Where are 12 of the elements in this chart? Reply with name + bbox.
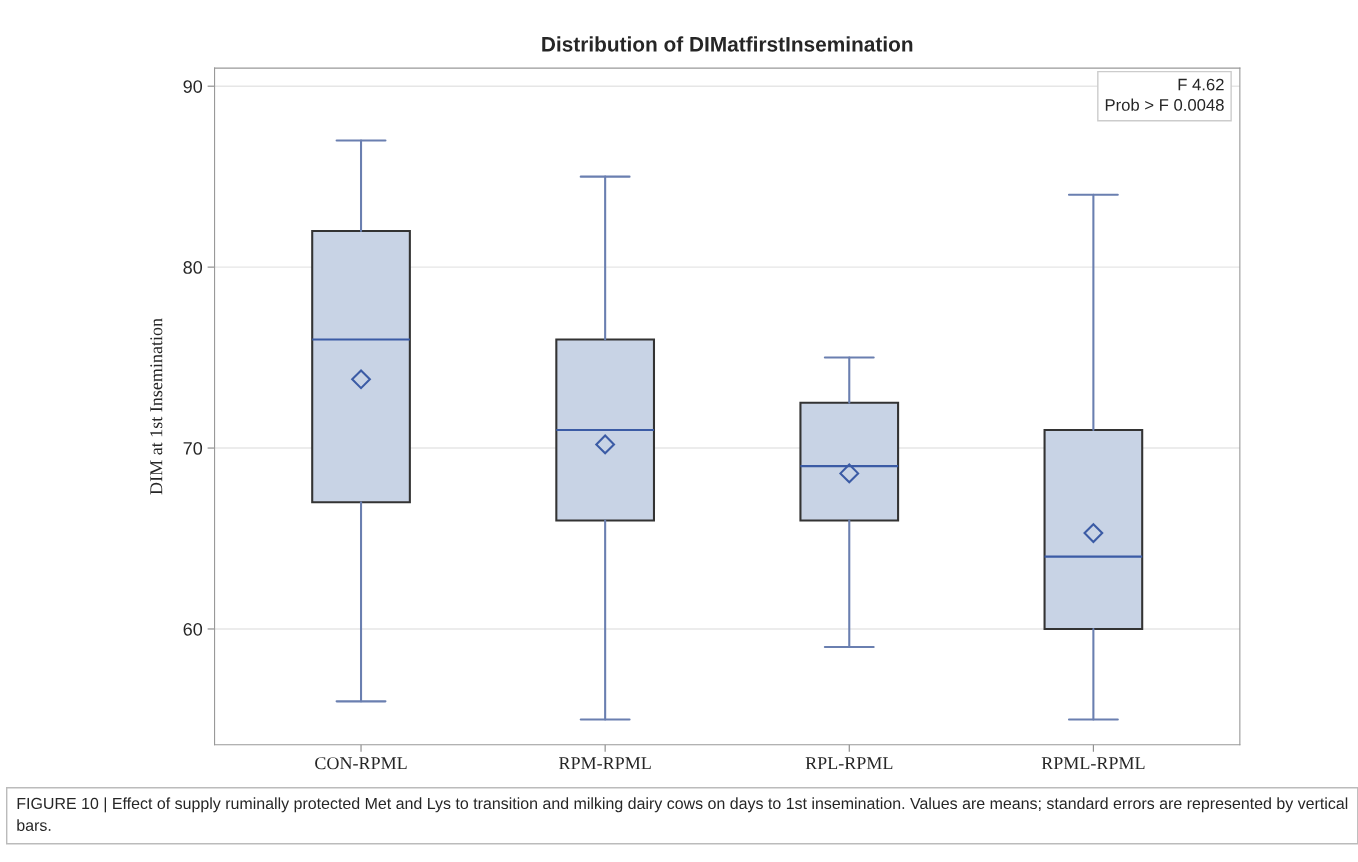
- y-tick-label: 60: [183, 622, 203, 636]
- y-tick-label: 80: [183, 261, 203, 274]
- y-tick-label: 90: [183, 80, 203, 93]
- y-axis-title: DIM at 1st Insemination: [150, 318, 163, 495]
- x-tick-label: CON-RPML: [315, 757, 407, 770]
- x-tick-label: RPL-RPML: [805, 757, 893, 770]
- caption: FIGURE 10 | Effect of supply ruminally protected Met and Lys to transition and milking dairy cows on days to 1st insemination. Values are means; standard errors are represented by vertical bars.: [17, 797, 1348, 831]
- chart-title: Distribution of DIMatfirstInsemination: [542, 36, 913, 52]
- x-tick-label: RPML-RPML: [1041, 757, 1145, 770]
- annotation: F 4.62 Prob > F 0.0048: [1105, 78, 1224, 111]
- x-tick-label: RPM-RPML: [559, 757, 651, 770]
- y-tick-label: 70: [183, 441, 203, 455]
